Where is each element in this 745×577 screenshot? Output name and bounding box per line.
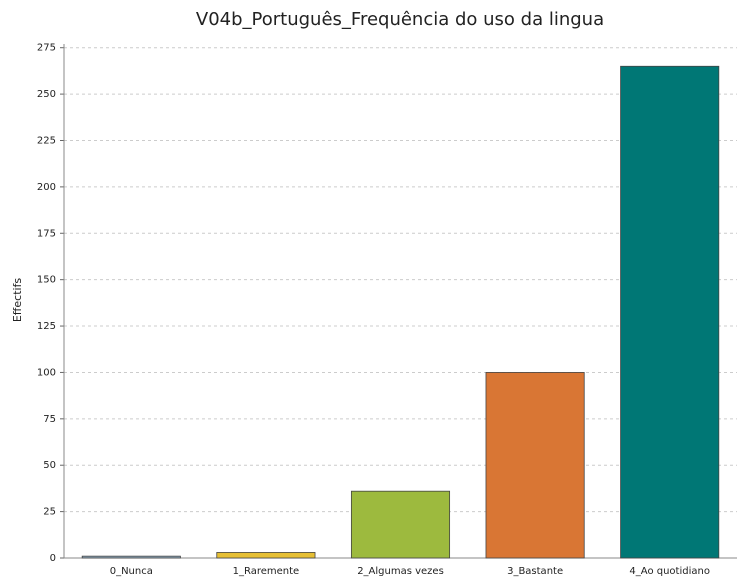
y-tick-label: 125 [37, 321, 56, 332]
y-tick-label: 175 [37, 228, 56, 239]
bar [620, 65, 720, 559]
y-tick-label: 0 [50, 553, 56, 564]
y-tick-label: 100 [37, 367, 56, 378]
x-tick-label: 0_Nunca [110, 566, 153, 577]
x-tick-label: 4_Ao quotidiano [629, 566, 710, 577]
bar [350, 490, 451, 559]
y-tick-label: 50 [43, 460, 56, 471]
x-tick-label: 3_Bastante [507, 566, 563, 577]
y-tick-label: 250 [37, 89, 56, 100]
x-tick-label: 1_Raremente [233, 566, 300, 577]
y-tick-label: 25 [43, 507, 56, 518]
y-tick-label: 275 [37, 43, 56, 54]
y-axis-label: Effectifs [11, 278, 24, 323]
y-tick-label: 150 [37, 275, 56, 286]
bar [81, 555, 181, 559]
y-tick-label: 75 [43, 414, 56, 425]
y-tick-label: 200 [37, 182, 56, 193]
x-tick-label: 2_Algumas vezes [357, 566, 444, 577]
bar [216, 552, 316, 559]
bar [485, 372, 585, 559]
chart-title: V04b_Português_Frequência do uso da ling… [196, 9, 604, 30]
y-tick-label: 225 [37, 135, 56, 146]
